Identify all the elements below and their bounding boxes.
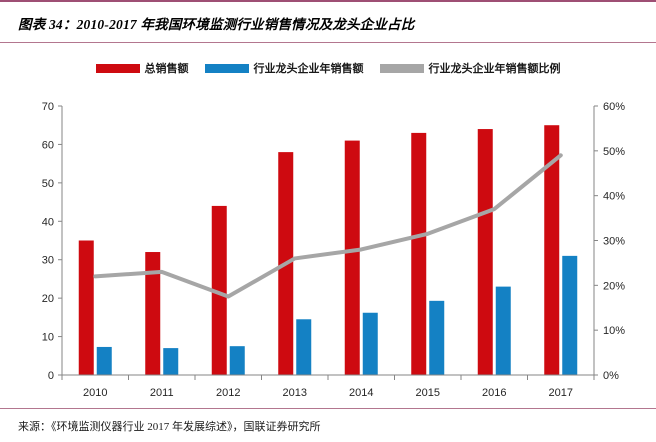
svg-text:2011: 2011	[150, 387, 174, 398]
chart-legend: 总销售额 行业龙头企业年销售额 行业龙头企业年销售额比例	[0, 57, 656, 79]
svg-text:0%: 0%	[603, 370, 619, 382]
svg-text:20%: 20%	[603, 280, 625, 292]
svg-text:2013: 2013	[283, 387, 307, 398]
legend-label-leader-sales: 行业龙头企业年销售额	[253, 63, 364, 75]
svg-text:30%: 30%	[603, 236, 625, 248]
legend-label-total-sales: 总销售额	[144, 63, 189, 75]
svg-text:2016: 2016	[482, 387, 506, 398]
legend-item-total-sales: 总销售额	[95, 60, 189, 76]
legend-item-leader-sales: 行业龙头企业年销售额	[204, 60, 364, 76]
figure-title-bar: 图表 34：2010-2017 年我国环境监测行业销售情况及龙头企业占比	[0, 4, 656, 43]
svg-text:10: 10	[42, 332, 54, 344]
svg-text:50%: 50%	[603, 146, 625, 158]
bars-total-sales	[78, 125, 560, 375]
svg-text:70: 70	[42, 101, 54, 113]
legend-label-leader-ratio: 行业龙头企业年销售额比例	[428, 63, 561, 75]
source-note: 来源：《环境监测仪器行业 2017 年发展综述》，国联证券研究所	[18, 420, 321, 433]
legend-swatch-leader-ratio	[379, 63, 424, 73]
svg-text:30: 30	[42, 255, 54, 267]
svg-text:60: 60	[42, 139, 54, 151]
svg-text:2017: 2017	[549, 387, 573, 398]
svg-text:20: 20	[42, 293, 54, 305]
svg-text:50: 50	[42, 178, 54, 190]
line-leader-ratio	[93, 153, 563, 299]
bars-leader-sales	[96, 255, 578, 375]
svg-text:0: 0	[48, 370, 54, 382]
right-axis: 0% 10% 20% 30% 40% 50% 60%	[593, 101, 625, 382]
legend-swatch-total-sales	[95, 63, 140, 73]
svg-text:2015: 2015	[416, 387, 440, 398]
chart-plot-area: 0 10 20 30 40 50 60 70 0% 10% 20% 30% 40% 50% 60% 201…	[0, 88, 656, 398]
legend-item-leader-ratio: 行业龙头企业年销售额比例	[379, 60, 561, 76]
page-title: 图表 34：2010-2017 年我国环境监测行业销售情况及龙头企业占比	[18, 17, 415, 32]
legend-swatch-leader-sales	[204, 63, 249, 73]
svg-text:2014: 2014	[349, 387, 373, 398]
left-axis: 0 10 20 30 40 50 60 70	[42, 101, 63, 382]
svg-text:10%: 10%	[603, 325, 625, 337]
chart-svg: 0 10 20 30 40 50 60 70 0% 10% 20% 30% 40% 50% 60% 201…	[42, 101, 625, 398]
figure-source-bar: 来源：《环境监测仪器行业 2017 年发展综述》，国联证券研究所	[0, 408, 656, 442]
svg-text:2012: 2012	[216, 387, 240, 398]
svg-text:60%: 60%	[603, 101, 625, 113]
svg-text:2010: 2010	[83, 387, 107, 398]
svg-text:40%: 40%	[603, 191, 625, 203]
x-axis: 2010 2011 2012 2013 2014 2015 2016 2017	[61, 374, 595, 398]
svg-text:40: 40	[42, 216, 54, 228]
